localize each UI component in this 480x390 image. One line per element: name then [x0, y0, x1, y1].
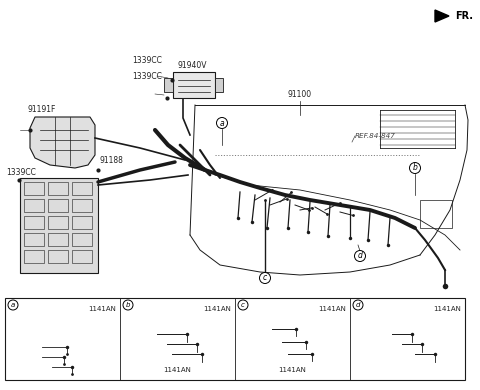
Bar — [72, 199, 92, 212]
Bar — [5, 298, 465, 380]
Text: FR.: FR. — [455, 11, 473, 21]
Text: REF.84-847: REF.84-847 — [355, 133, 396, 139]
Text: 1141AN: 1141AN — [163, 367, 191, 373]
Circle shape — [123, 300, 133, 310]
Text: 91188: 91188 — [100, 156, 124, 165]
Bar — [420, 200, 452, 228]
Bar — [72, 182, 92, 195]
Text: 1339CC: 1339CC — [6, 168, 36, 177]
Text: 1141AN: 1141AN — [318, 306, 346, 312]
Bar — [72, 216, 92, 229]
Circle shape — [8, 300, 18, 310]
Text: d: d — [358, 252, 362, 261]
Text: b: b — [126, 302, 130, 308]
Text: 91100: 91100 — [288, 90, 312, 99]
Bar — [24, 182, 44, 195]
Text: 1339CC: 1339CC — [132, 56, 162, 65]
Polygon shape — [435, 10, 449, 22]
Text: d: d — [356, 302, 360, 308]
Bar — [48, 216, 68, 229]
Bar — [48, 250, 68, 263]
Bar — [24, 199, 44, 212]
Bar — [48, 233, 68, 246]
Text: a: a — [11, 302, 15, 308]
Text: c: c — [263, 273, 267, 282]
Polygon shape — [30, 117, 95, 168]
Bar — [173, 72, 215, 98]
Bar — [24, 233, 44, 246]
Circle shape — [216, 117, 228, 128]
Text: 1339CC: 1339CC — [132, 72, 162, 81]
Circle shape — [409, 163, 420, 174]
Bar — [215, 78, 223, 92]
Circle shape — [353, 300, 363, 310]
Text: b: b — [413, 163, 418, 172]
Text: 1141AN: 1141AN — [88, 306, 116, 312]
Bar — [24, 216, 44, 229]
Bar — [164, 78, 173, 92]
Bar — [48, 182, 68, 195]
Bar — [20, 178, 98, 273]
Bar — [24, 250, 44, 263]
Circle shape — [355, 250, 365, 262]
Circle shape — [238, 300, 248, 310]
Text: 91191F: 91191F — [28, 105, 56, 114]
Text: 91940V: 91940V — [178, 61, 207, 70]
Text: 1141AN: 1141AN — [433, 306, 461, 312]
Circle shape — [260, 273, 271, 284]
Text: 1141AN: 1141AN — [203, 306, 231, 312]
Text: 1141AN: 1141AN — [278, 367, 306, 373]
Text: c: c — [241, 302, 245, 308]
Bar — [72, 250, 92, 263]
Bar — [72, 233, 92, 246]
Bar — [48, 199, 68, 212]
Text: a: a — [220, 119, 224, 128]
